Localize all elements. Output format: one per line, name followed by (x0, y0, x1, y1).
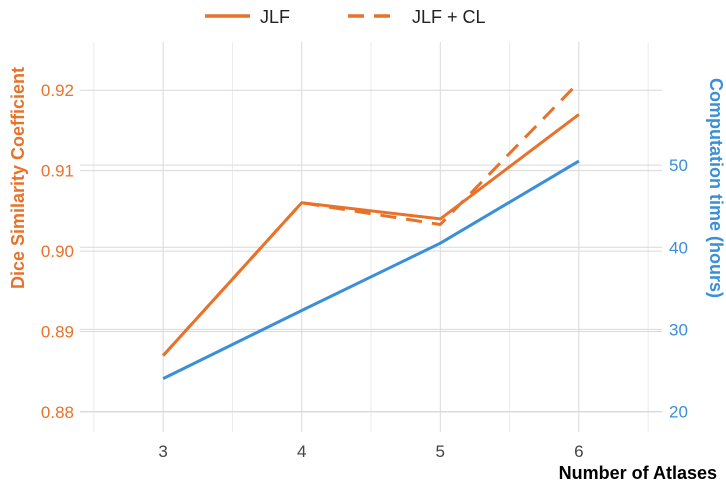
x-tick-label: 6 (574, 442, 583, 461)
series-line-2 (162, 159, 580, 380)
legend-label-jlf: JLF (260, 7, 290, 27)
series-line-1 (161, 81, 580, 357)
right-axis-title: Computation time (hours) (706, 78, 726, 298)
x-axis-ticks: 3 4 5 6 (158, 442, 583, 461)
grid (80, 42, 662, 432)
right-tick-label: 30 (669, 320, 688, 339)
left-tick-label: 0.92 (41, 81, 74, 100)
left-tick-label: 0.89 (41, 322, 74, 341)
left-axis-title: Dice Similarity Coefficient (8, 67, 28, 289)
x-tick-label: 3 (158, 442, 167, 461)
x-tick-label: 4 (297, 442, 306, 461)
right-axis-ticks: 20 30 40 50 (669, 156, 688, 421)
x-axis-title: Number of Atlases (559, 463, 717, 483)
left-tick-label: 0.91 (41, 162, 74, 181)
series-lines (161, 81, 580, 380)
right-tick-label: 50 (669, 156, 688, 175)
legend: JLF JLF + CL (205, 7, 486, 27)
series-line-0 (161, 113, 580, 357)
right-tick-label: 40 (669, 238, 688, 257)
left-axis-ticks: 0.88 0.89 0.90 0.91 0.92 (41, 81, 74, 422)
left-tick-label: 0.90 (41, 242, 74, 261)
legend-label-jlf-cl: JLF + CL (412, 7, 486, 27)
x-tick-label: 5 (436, 442, 445, 461)
right-tick-label: 20 (669, 402, 688, 421)
left-tick-label: 0.88 (41, 403, 74, 422)
